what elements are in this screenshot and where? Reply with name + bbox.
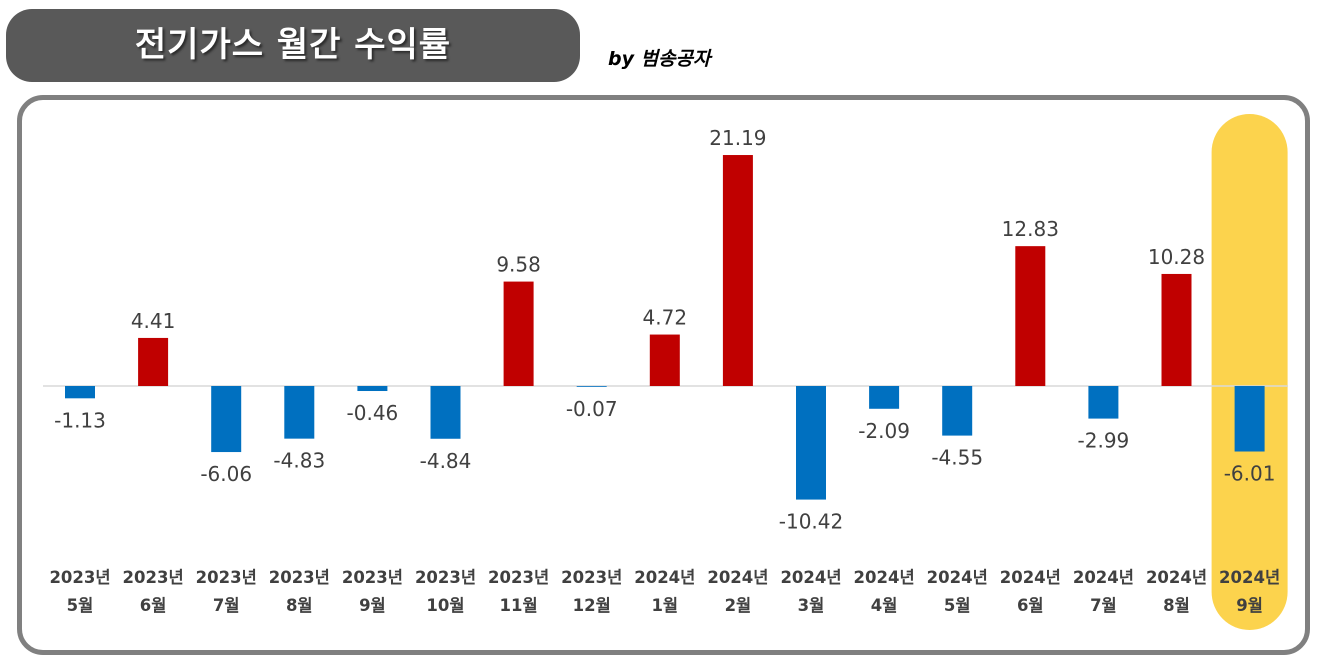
category-label-month-3: 8월	[286, 596, 313, 615]
category-label-year-16: 2024년	[1219, 568, 1280, 587]
category-label-month-5: 10월	[426, 596, 464, 615]
category-label-month-7: 12월	[573, 596, 611, 615]
data-label-7: -0.07	[566, 397, 618, 421]
data-label-15: 10.28	[1148, 245, 1205, 269]
data-label-10: -10.42	[779, 510, 843, 534]
category-label-year-13: 2024년	[1000, 568, 1061, 587]
category-label-month-6: 11월	[500, 596, 538, 615]
category-label-month-14: 7월	[1090, 596, 1117, 615]
category-label-year-3: 2023년	[269, 568, 330, 587]
data-label-3: -4.83	[273, 449, 325, 473]
category-label-year-9: 2024년	[707, 568, 768, 587]
data-label-5: -4.84	[420, 449, 472, 473]
category-label-month-12: 5월	[944, 596, 971, 615]
data-label-8: 4.72	[643, 306, 688, 330]
data-label-4: -0.46	[347, 401, 399, 425]
data-label-12: -4.55	[931, 446, 983, 470]
chart-title: 전기가스 월간 수익률	[134, 25, 452, 65]
category-label-year-6: 2023년	[488, 568, 549, 587]
bar-12	[942, 386, 973, 436]
byline: by 범송공자	[608, 48, 711, 70]
data-label-14: -2.99	[1078, 429, 1130, 453]
data-label-13: 12.83	[1002, 217, 1059, 241]
category-label-month-11: 4월	[871, 596, 898, 615]
category-label-year-2: 2023년	[196, 568, 257, 587]
bar-10	[796, 386, 826, 500]
bar-2	[211, 386, 242, 453]
data-label-6: 9.58	[496, 253, 541, 277]
bar-1	[138, 337, 169, 386]
category-label-month-13: 6월	[1017, 596, 1044, 615]
category-label-month-4: 9월	[359, 596, 386, 615]
data-label-11: -2.09	[858, 419, 910, 443]
category-label-month-8: 1월	[651, 596, 678, 615]
highlight-capsule	[1211, 114, 1288, 630]
category-label-month-2: 7월	[213, 596, 240, 615]
category-label-year-1: 2023년	[123, 568, 184, 587]
bar-16	[1234, 386, 1265, 452]
bar-4	[357, 386, 388, 392]
category-label-year-8: 2024년	[634, 568, 695, 587]
bar-8	[649, 334, 680, 386]
category-label-year-7: 2023년	[561, 568, 622, 587]
bar-11	[869, 386, 900, 409]
bar-3	[284, 386, 315, 439]
category-label-year-12: 2024년	[927, 568, 988, 587]
category-label-month-9: 2월	[725, 596, 752, 615]
data-label-9: 21.19	[709, 126, 766, 150]
data-label-0: -1.13	[54, 408, 106, 432]
category-label-year-0: 2023년	[49, 568, 110, 587]
bar-6	[503, 281, 534, 386]
title-banner: 전기가스 월간 수익률	[6, 9, 580, 82]
category-label-month-1: 6월	[140, 596, 167, 615]
category-label-year-11: 2024년	[854, 568, 915, 587]
data-label-2: -6.06	[200, 462, 252, 486]
category-label-year-4: 2023년	[342, 568, 403, 587]
bar-7	[576, 386, 607, 387]
category-label-month-0: 5월	[67, 596, 94, 615]
category-label-month-15: 8월	[1163, 596, 1190, 615]
category-label-month-16: 9월	[1236, 596, 1263, 615]
category-label-year-5: 2023년	[415, 568, 476, 587]
category-label-month-10: 3월	[798, 596, 825, 615]
bar-15	[1161, 273, 1192, 386]
bar-5	[430, 386, 461, 439]
data-label-16: -6.01	[1224, 462, 1276, 486]
bar-9	[722, 155, 753, 386]
bar-13	[1015, 246, 1046, 386]
category-label-year-14: 2024년	[1073, 568, 1134, 587]
category-label-year-10: 2024년	[780, 568, 841, 587]
category-label-year-15: 2024년	[1146, 568, 1207, 587]
data-label-1: 4.41	[131, 309, 176, 333]
bar-14	[1088, 386, 1119, 419]
bar-0	[65, 386, 95, 399]
